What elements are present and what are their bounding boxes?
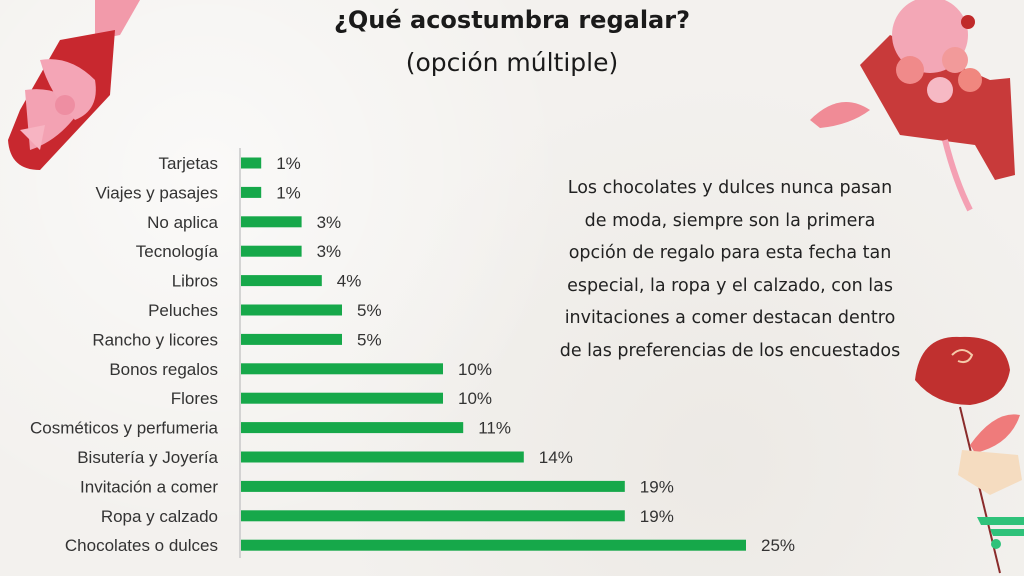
value-label: 1% xyxy=(276,183,301,202)
bar xyxy=(241,539,746,551)
bar xyxy=(241,333,342,345)
value-label: 14% xyxy=(539,448,573,467)
commentary-text: Los chocolates y dulces nunca pasan de m… xyxy=(559,178,901,361)
bar xyxy=(241,480,625,492)
gift-box-teddy-icon xyxy=(810,0,1015,212)
category-label: Cosméticos y perfumeria xyxy=(30,419,219,438)
champagne-bottle-icon xyxy=(8,0,140,170)
value-label: 10% xyxy=(458,389,492,408)
bar xyxy=(241,392,443,404)
value-label: 25% xyxy=(761,536,795,555)
bar xyxy=(241,304,342,316)
bar xyxy=(241,422,464,434)
value-label: 5% xyxy=(357,301,382,320)
category-label: Bonos regalos xyxy=(109,360,218,379)
bar xyxy=(241,275,322,287)
value-label: 5% xyxy=(357,330,382,349)
bar xyxy=(241,245,302,257)
value-label: 3% xyxy=(317,213,342,232)
bar xyxy=(241,510,625,522)
bar xyxy=(241,216,302,228)
value-label: 19% xyxy=(640,477,674,496)
category-label: Viajes y pasajes xyxy=(95,183,218,202)
category-label: Invitación a comer xyxy=(80,477,218,496)
category-label: Bisutería y Joyería xyxy=(77,448,218,467)
category-label: Chocolates o dulces xyxy=(65,536,218,555)
category-label: Peluches xyxy=(148,301,218,320)
category-label: Tarjetas xyxy=(158,154,218,173)
category-label: Libros xyxy=(172,272,218,291)
brand-logo-icon xyxy=(977,517,1024,549)
value-label: 1% xyxy=(276,154,301,173)
value-label: 11% xyxy=(478,419,511,438)
category-label: Rancho y licores xyxy=(92,330,218,349)
bar xyxy=(241,363,443,375)
category-label: Tecnología xyxy=(136,242,219,261)
value-label: 3% xyxy=(317,242,342,261)
category-label: No aplica xyxy=(147,213,218,232)
bar xyxy=(241,157,262,169)
bar xyxy=(241,186,262,198)
category-label: Ropa y calzado xyxy=(101,507,218,526)
bar-chart: Tarjetas 1% Viajes y pasajes 1% No aplica 3% T… xyxy=(30,148,795,558)
chart-subtitle: (opción múltiple) xyxy=(405,48,619,77)
category-label: Flores xyxy=(171,389,218,408)
chart-title: ¿Qué acostumbra regalar? xyxy=(333,6,691,34)
value-label: 19% xyxy=(640,507,674,526)
value-label: 10% xyxy=(458,360,492,379)
bar xyxy=(241,451,524,463)
rose-icon xyxy=(915,336,1022,574)
value-label: 4% xyxy=(337,272,362,291)
